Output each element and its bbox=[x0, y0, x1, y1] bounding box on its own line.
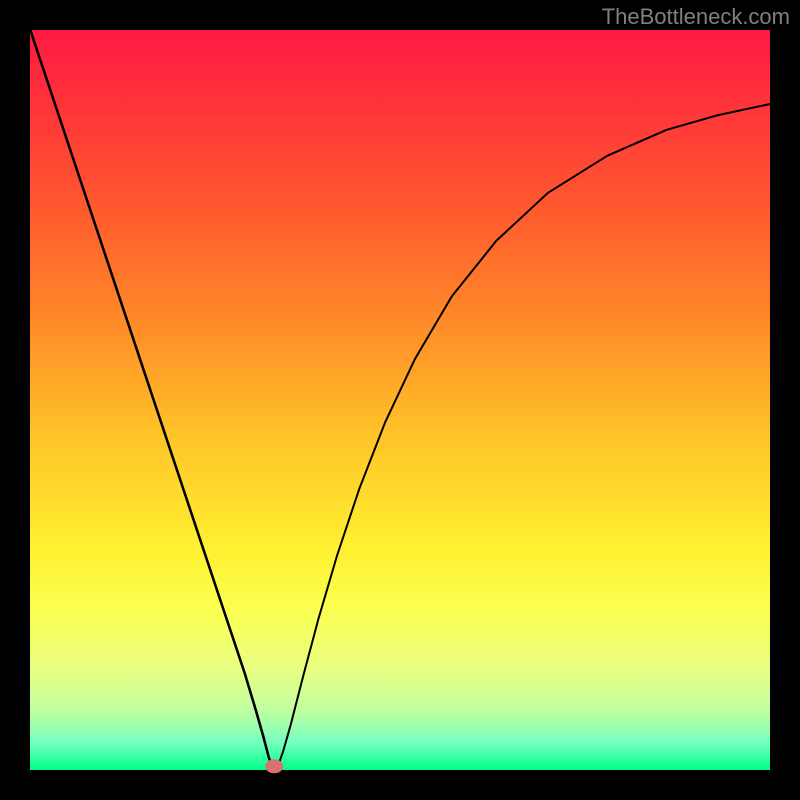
watermark-text: TheBottleneck.com bbox=[602, 4, 790, 30]
minimum-marker bbox=[265, 759, 283, 773]
chart-plot-area bbox=[30, 30, 770, 770]
bottleneck-chart bbox=[0, 0, 800, 800]
chart-container: TheBottleneck.com bbox=[0, 0, 800, 800]
